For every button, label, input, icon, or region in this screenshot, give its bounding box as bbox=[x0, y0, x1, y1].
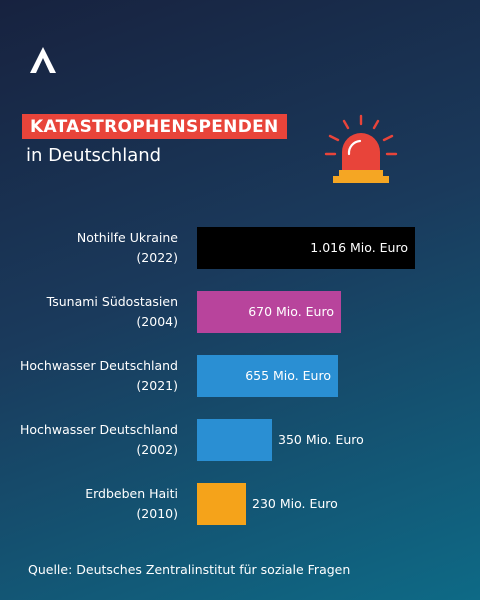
bar bbox=[197, 483, 246, 525]
source-note: Quelle: Deutsches Zentralinstitut für so… bbox=[28, 562, 351, 577]
bar-value-label: 1.016 Mio. Euro bbox=[310, 240, 408, 255]
category-name: Erdbeben Haiti bbox=[85, 486, 178, 501]
category-year: (2004) bbox=[136, 314, 178, 329]
bar-category-label: Erdbeben Haiti (2010) bbox=[0, 484, 178, 524]
category-year: (2021) bbox=[136, 378, 178, 393]
chart-title: KATASTROPHENSPENDEN bbox=[22, 114, 287, 139]
category-name: Hochwasser Deutschland bbox=[20, 358, 178, 373]
chart-subtitle: in Deutschland bbox=[26, 145, 162, 166]
bar bbox=[197, 419, 272, 461]
bar-value-label: 670 Mio. Euro bbox=[248, 304, 334, 319]
bar-category-label: Nothilfe Ukraine (2022) bbox=[0, 228, 178, 268]
category-name: Nothilfe Ukraine bbox=[76, 230, 178, 245]
category-name: Tsunami Südostasien bbox=[46, 294, 178, 309]
bar-value-label: 230 Mio. Euro bbox=[252, 496, 338, 511]
bar-category-label: Hochwasser Deutschland (2002) bbox=[0, 420, 178, 460]
category-year: (2010) bbox=[136, 506, 178, 521]
bar-value-label: 655 Mio. Euro bbox=[245, 368, 331, 383]
category-name: Hochwasser Deutschland bbox=[20, 422, 178, 437]
logo-a-icon bbox=[30, 47, 56, 73]
siren-icon bbox=[324, 114, 398, 183]
bar-category-label: Hochwasser Deutschland (2021) bbox=[0, 356, 178, 396]
bar bbox=[197, 227, 415, 269]
category-year: (2022) bbox=[136, 250, 178, 265]
bar-category-label: Tsunami Südostasien (2004) bbox=[0, 292, 178, 332]
category-year: (2002) bbox=[136, 442, 178, 457]
bar bbox=[197, 355, 338, 397]
bar bbox=[197, 291, 341, 333]
bar-value-label: 350 Mio. Euro bbox=[278, 432, 364, 447]
